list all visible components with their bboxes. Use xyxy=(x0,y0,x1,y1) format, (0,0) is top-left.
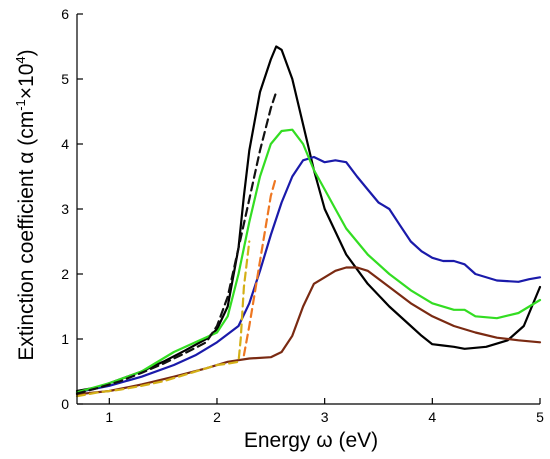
y-title-exp1: -1 xyxy=(13,99,28,111)
x-tick-label: 2 xyxy=(213,409,221,425)
x-tick-label: 3 xyxy=(321,409,329,425)
y-tick-label: 4 xyxy=(61,136,69,152)
y-title-close: ) xyxy=(15,49,38,56)
y-title-times: ×10 xyxy=(15,64,38,100)
x-tick-label: 4 xyxy=(428,409,436,425)
y-title-exp2: 4 xyxy=(13,56,28,63)
series-line-3 xyxy=(75,128,542,394)
axes-layer xyxy=(76,14,540,405)
series-line-1 xyxy=(75,45,542,393)
x-axis-ticks: 1 2 3 4 5 xyxy=(105,398,544,425)
y-axis-ticks: 0 1 2 3 4 5 6 xyxy=(61,6,83,412)
x-tick-label: 5 xyxy=(536,409,544,425)
y-title-main: Extinction coefficient α (cm xyxy=(15,111,38,361)
x-tick-label: 1 xyxy=(105,409,113,425)
series-layer xyxy=(75,45,542,398)
series-line-7 xyxy=(242,175,278,357)
y-tick-label: 6 xyxy=(61,6,69,22)
y-tick-label: 3 xyxy=(61,201,69,217)
series-line-5 xyxy=(75,90,278,395)
y-axis-title: Extinction coefficient α (cm-1×104) xyxy=(13,49,38,360)
y-tick-label: 0 xyxy=(61,396,69,412)
x-axis-title: Energy ω (eV) xyxy=(244,429,378,452)
series-line-2 xyxy=(75,155,542,394)
series-line-6 xyxy=(75,240,251,398)
y-tick-label: 2 xyxy=(61,266,69,282)
y-tick-label: 1 xyxy=(61,331,69,347)
y-tick-label: 5 xyxy=(61,71,69,87)
